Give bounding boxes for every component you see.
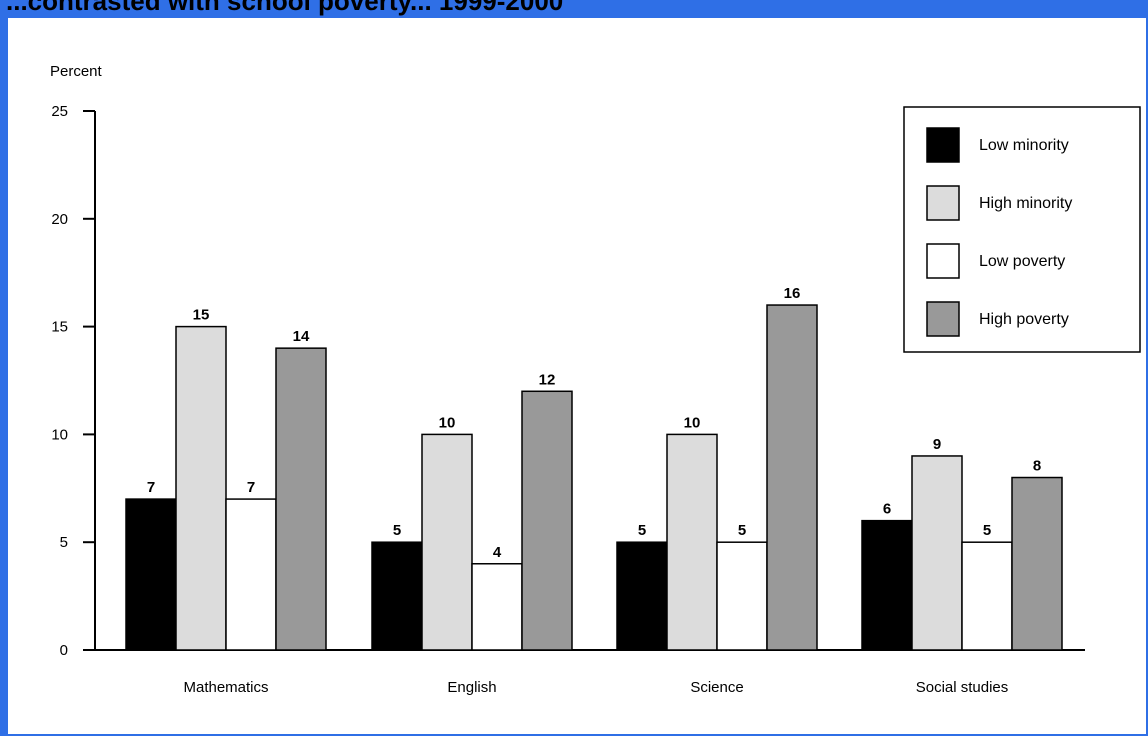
legend-label: High minority: [979, 195, 1072, 212]
data-label: 10: [684, 414, 701, 431]
category-label: English: [447, 679, 496, 696]
data-label: 6: [883, 501, 891, 518]
data-label: 5: [393, 522, 401, 539]
category-label: Mathematics: [183, 679, 268, 696]
category-label: Social studies: [916, 679, 1009, 696]
bar: [666, 433, 718, 651]
bar: [616, 541, 668, 651]
data-label: 7: [147, 479, 155, 496]
y-tick-label: 20: [51, 211, 68, 228]
y-axis-label: Percent: [50, 63, 103, 80]
data-label: 12: [539, 371, 556, 388]
bar: [911, 455, 963, 651]
bar: [471, 563, 523, 651]
bar: [861, 519, 913, 651]
data-label: 15: [193, 307, 210, 324]
bar: [766, 304, 818, 651]
y-tick-label: 5: [60, 534, 68, 551]
data-label: 14: [293, 328, 310, 345]
y-tick-label: 10: [51, 426, 68, 443]
data-label: 10: [439, 414, 456, 431]
data-label: 5: [738, 522, 746, 539]
category-label: Science: [690, 679, 743, 696]
y-tick-label: 25: [51, 103, 68, 120]
bar: [275, 347, 327, 651]
data-label: 5: [983, 522, 991, 539]
data-label: 7: [247, 479, 255, 496]
legend-swatch: [926, 185, 960, 221]
data-label: 9: [933, 436, 941, 453]
bar: [125, 498, 177, 651]
bar-chart: Percent 0 5 10 15 20 25 7 15 7 14 Mathematics 5 10 4 12…: [50, 63, 1141, 696]
data-label: 4: [493, 544, 502, 561]
legend-label: Low poverty: [979, 253, 1065, 270]
bar: [521, 390, 573, 651]
data-label: 5: [638, 522, 646, 539]
y-tick-label: 0: [60, 642, 68, 659]
bar: [716, 541, 768, 651]
header-title: ...contrasted with school poverty... 199…: [6, 0, 564, 16]
bar: [371, 541, 423, 651]
y-tick-label: 15: [51, 319, 68, 336]
chart-panel: Percent 0 5 10 15 20 25 7 15 7 14 Mathematics 5 10 4 12…: [8, 18, 1146, 734]
legend-label: High poverty: [979, 311, 1069, 328]
legend-swatch: [926, 301, 960, 337]
bar: [961, 541, 1013, 651]
bar: [175, 325, 227, 651]
bar: [225, 498, 277, 651]
header-strip: ...contrasted with school poverty... 199…: [0, 0, 1148, 18]
bar: [1011, 476, 1063, 651]
legend-swatch: [926, 127, 960, 163]
bar: [421, 433, 473, 651]
legend-label: Low minority: [979, 137, 1069, 154]
data-label: 8: [1033, 458, 1041, 475]
data-label: 16: [784, 285, 801, 302]
legend-swatch: [926, 243, 960, 279]
